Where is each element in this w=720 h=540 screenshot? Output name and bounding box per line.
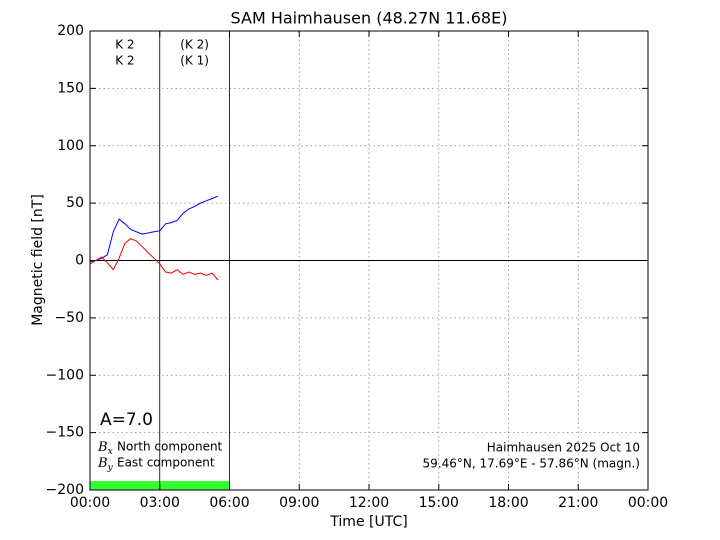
k-label: (K 2) [180,38,209,52]
plot-frame [89,30,649,491]
coords-info: 59.46°N, 17.69°E - 57.86°N (magn.) [423,457,640,471]
data-line [89,195,219,263]
k-label: (K 1) [180,54,209,68]
y-tick-label: −100 [46,367,84,383]
y-tick-label: 50 [66,195,84,211]
x-tick-label: 00:00 [70,495,110,511]
k-label: K 2 [115,38,134,52]
chart-title: SAM Haimhausen (48.27N 11.68E) [231,9,508,28]
legend-symbol-subscript: x [108,447,113,457]
x-tick-label: 18:00 [488,495,528,511]
x-axis-title: Time [UTC] [329,514,407,530]
y-tick-label: 150 [57,80,84,96]
k-label: K 2 [115,54,134,68]
x-tick-label: 09:00 [279,495,319,511]
x-tick-label: 03:00 [140,495,180,511]
legend-label: North component [117,440,223,454]
station-info: Haimhausen 2025 Oct 10 [487,441,640,455]
y-tick-label: −50 [54,310,84,326]
legend-symbol-subscript: y [107,463,114,473]
y-tick-label: −150 [46,425,84,441]
legend-symbol: By [97,456,114,473]
annotation: A=7.0 [100,410,153,430]
x-tick-label: 15:00 [419,495,459,511]
y-tick-label: 100 [57,138,84,154]
data-line [89,238,219,281]
legend-symbol-letter: B [97,440,108,455]
y-axis-title: Magnetic field [nT] [30,194,46,326]
y-tick-label: −200 [46,482,84,498]
x-tick-label: 00:00 [628,495,668,511]
x-tick-label: 12:00 [349,495,389,511]
legend-label: East component [117,456,215,470]
legend-symbol-letter: B [97,456,108,471]
x-tick-label: 06:00 [209,495,249,511]
x-tick-label: 21:00 [558,495,598,511]
legend-symbol: Bx [97,440,113,457]
y-tick-label: 0 [75,253,84,269]
y-tick-label: 200 [57,23,84,39]
